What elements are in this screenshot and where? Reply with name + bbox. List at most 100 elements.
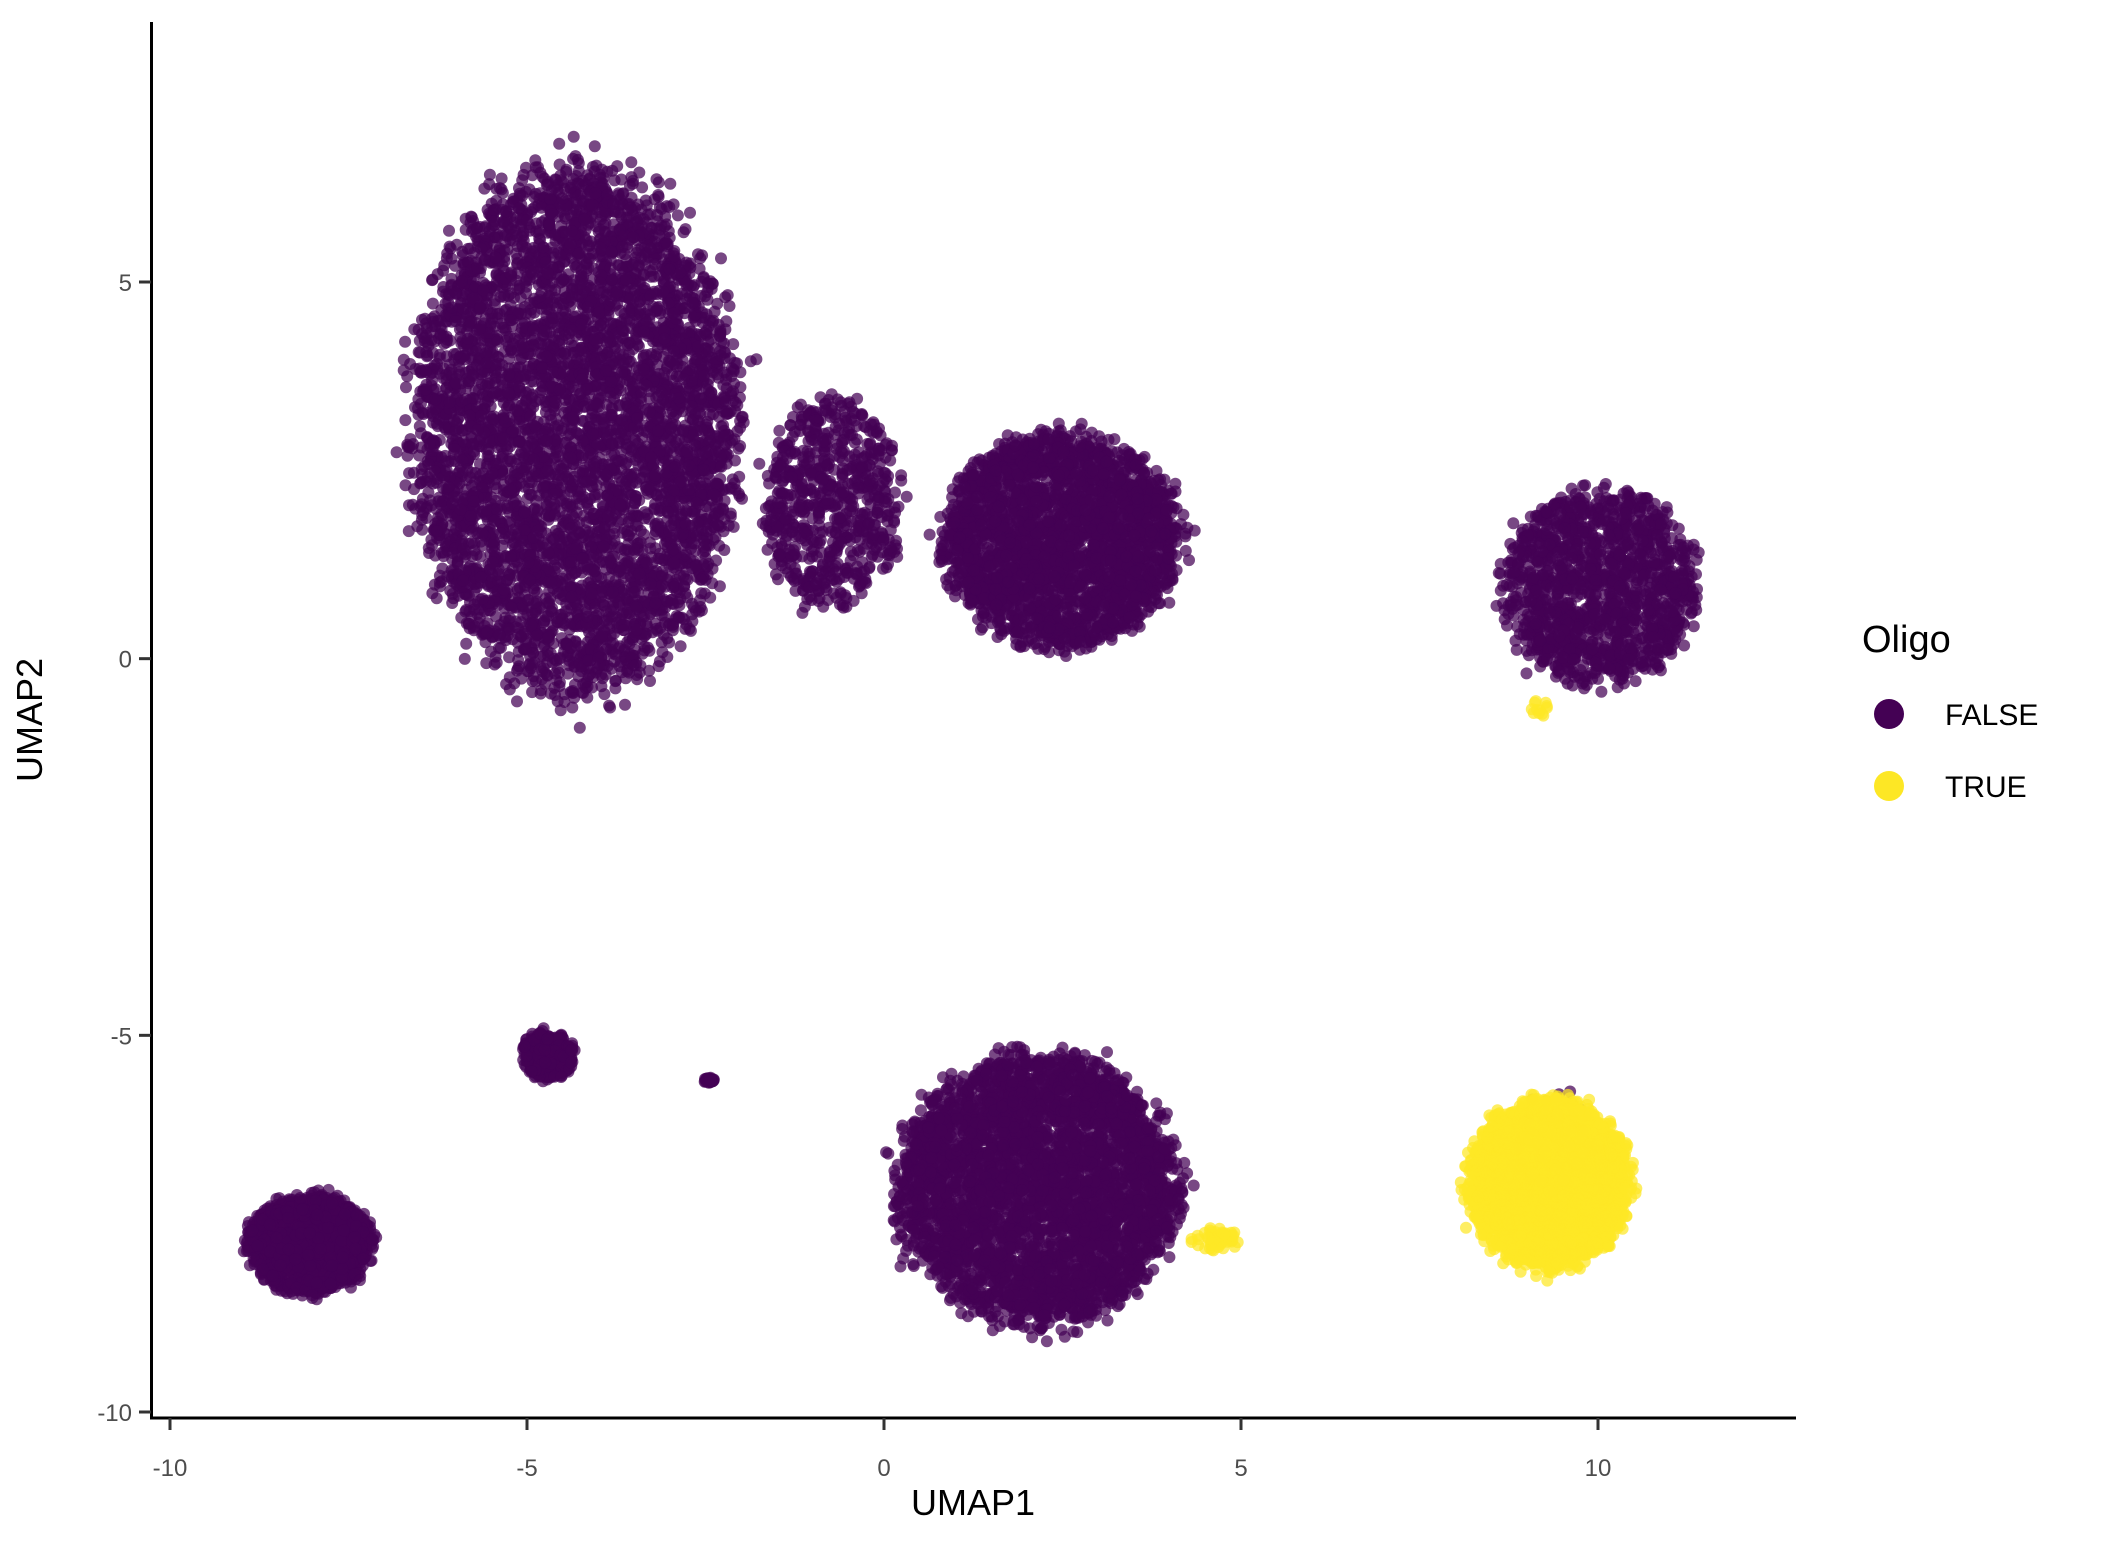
data-point [476,592,489,605]
data-point [504,550,517,563]
data-point [617,357,630,370]
data-point [753,457,766,470]
data-point [460,603,473,616]
data-point [460,637,473,650]
data-point [713,580,726,593]
data-point [553,137,566,150]
data-point [672,596,685,609]
data-point [495,183,508,196]
data-point [616,324,629,337]
data-point [399,335,412,348]
data-point [623,179,636,192]
data-point [505,601,518,614]
data-point [502,387,515,399]
data-point [573,721,586,734]
data-point [638,253,651,266]
data-point [677,226,690,239]
scatter-points [237,130,1705,1348]
data-point [521,492,534,505]
data-point [456,574,469,587]
data-point [674,640,687,653]
data-point [715,252,727,265]
data-point [418,332,431,345]
data-point [488,514,501,527]
data-point [513,381,525,393]
data-point [648,258,661,271]
data-point [631,412,644,425]
data-point [419,383,432,396]
data-point [483,449,495,462]
data-point [480,356,493,369]
data-point [486,413,499,425]
data-point [626,557,639,570]
data-point [601,510,614,523]
data-point [490,656,503,669]
data-point [505,314,518,327]
data-point [559,393,572,406]
data-point [528,502,541,515]
data-point [474,301,486,314]
data-point [463,622,476,635]
data-point [546,208,559,221]
data-point [661,238,674,250]
data-point [560,638,573,651]
data-point [626,258,639,271]
data-point [633,211,646,224]
data-point [520,161,532,174]
data-point [449,424,462,437]
data-point [652,176,665,189]
data-point [411,520,424,533]
data-point [567,130,580,143]
data-point [521,214,533,227]
data-point [690,353,703,365]
data-point [475,410,488,422]
data-point [630,601,643,614]
data-point [524,410,537,423]
data-point [449,286,462,299]
data-point [692,406,705,419]
data-point [583,173,596,186]
data-point [727,338,740,351]
data-point [636,181,649,194]
data-point [657,285,670,298]
data-point [694,392,707,405]
data-point [699,446,712,459]
data-point [454,503,467,516]
data-point [664,177,677,190]
data-point [613,471,626,484]
data-point [499,415,512,428]
data-point [582,654,595,666]
data-point [434,348,446,361]
data-point [401,370,414,383]
data-point [620,456,633,469]
data-point [576,449,589,462]
data-point [491,503,503,516]
data-point [689,560,702,573]
data-point [704,591,717,604]
data-point [461,332,474,345]
data-point [625,468,638,481]
data-point [468,544,481,557]
cluster-false [390,130,766,734]
data-point [707,408,720,421]
data-point [709,531,722,544]
data-point [525,619,538,632]
data-point [538,325,551,337]
data-point [713,329,726,342]
data-point [628,496,641,509]
data-point [583,239,596,252]
data-point [684,206,696,219]
data-point [572,247,585,260]
data-point [619,698,631,711]
data-point [559,212,572,225]
data-point [728,377,741,390]
data-point [504,483,517,496]
data-point [628,433,641,446]
data-point [562,357,575,370]
data-point [399,414,412,427]
data-point [679,573,692,586]
data-point [576,686,589,699]
data-point [545,576,558,589]
data-point [651,301,664,314]
data-point [677,373,690,386]
